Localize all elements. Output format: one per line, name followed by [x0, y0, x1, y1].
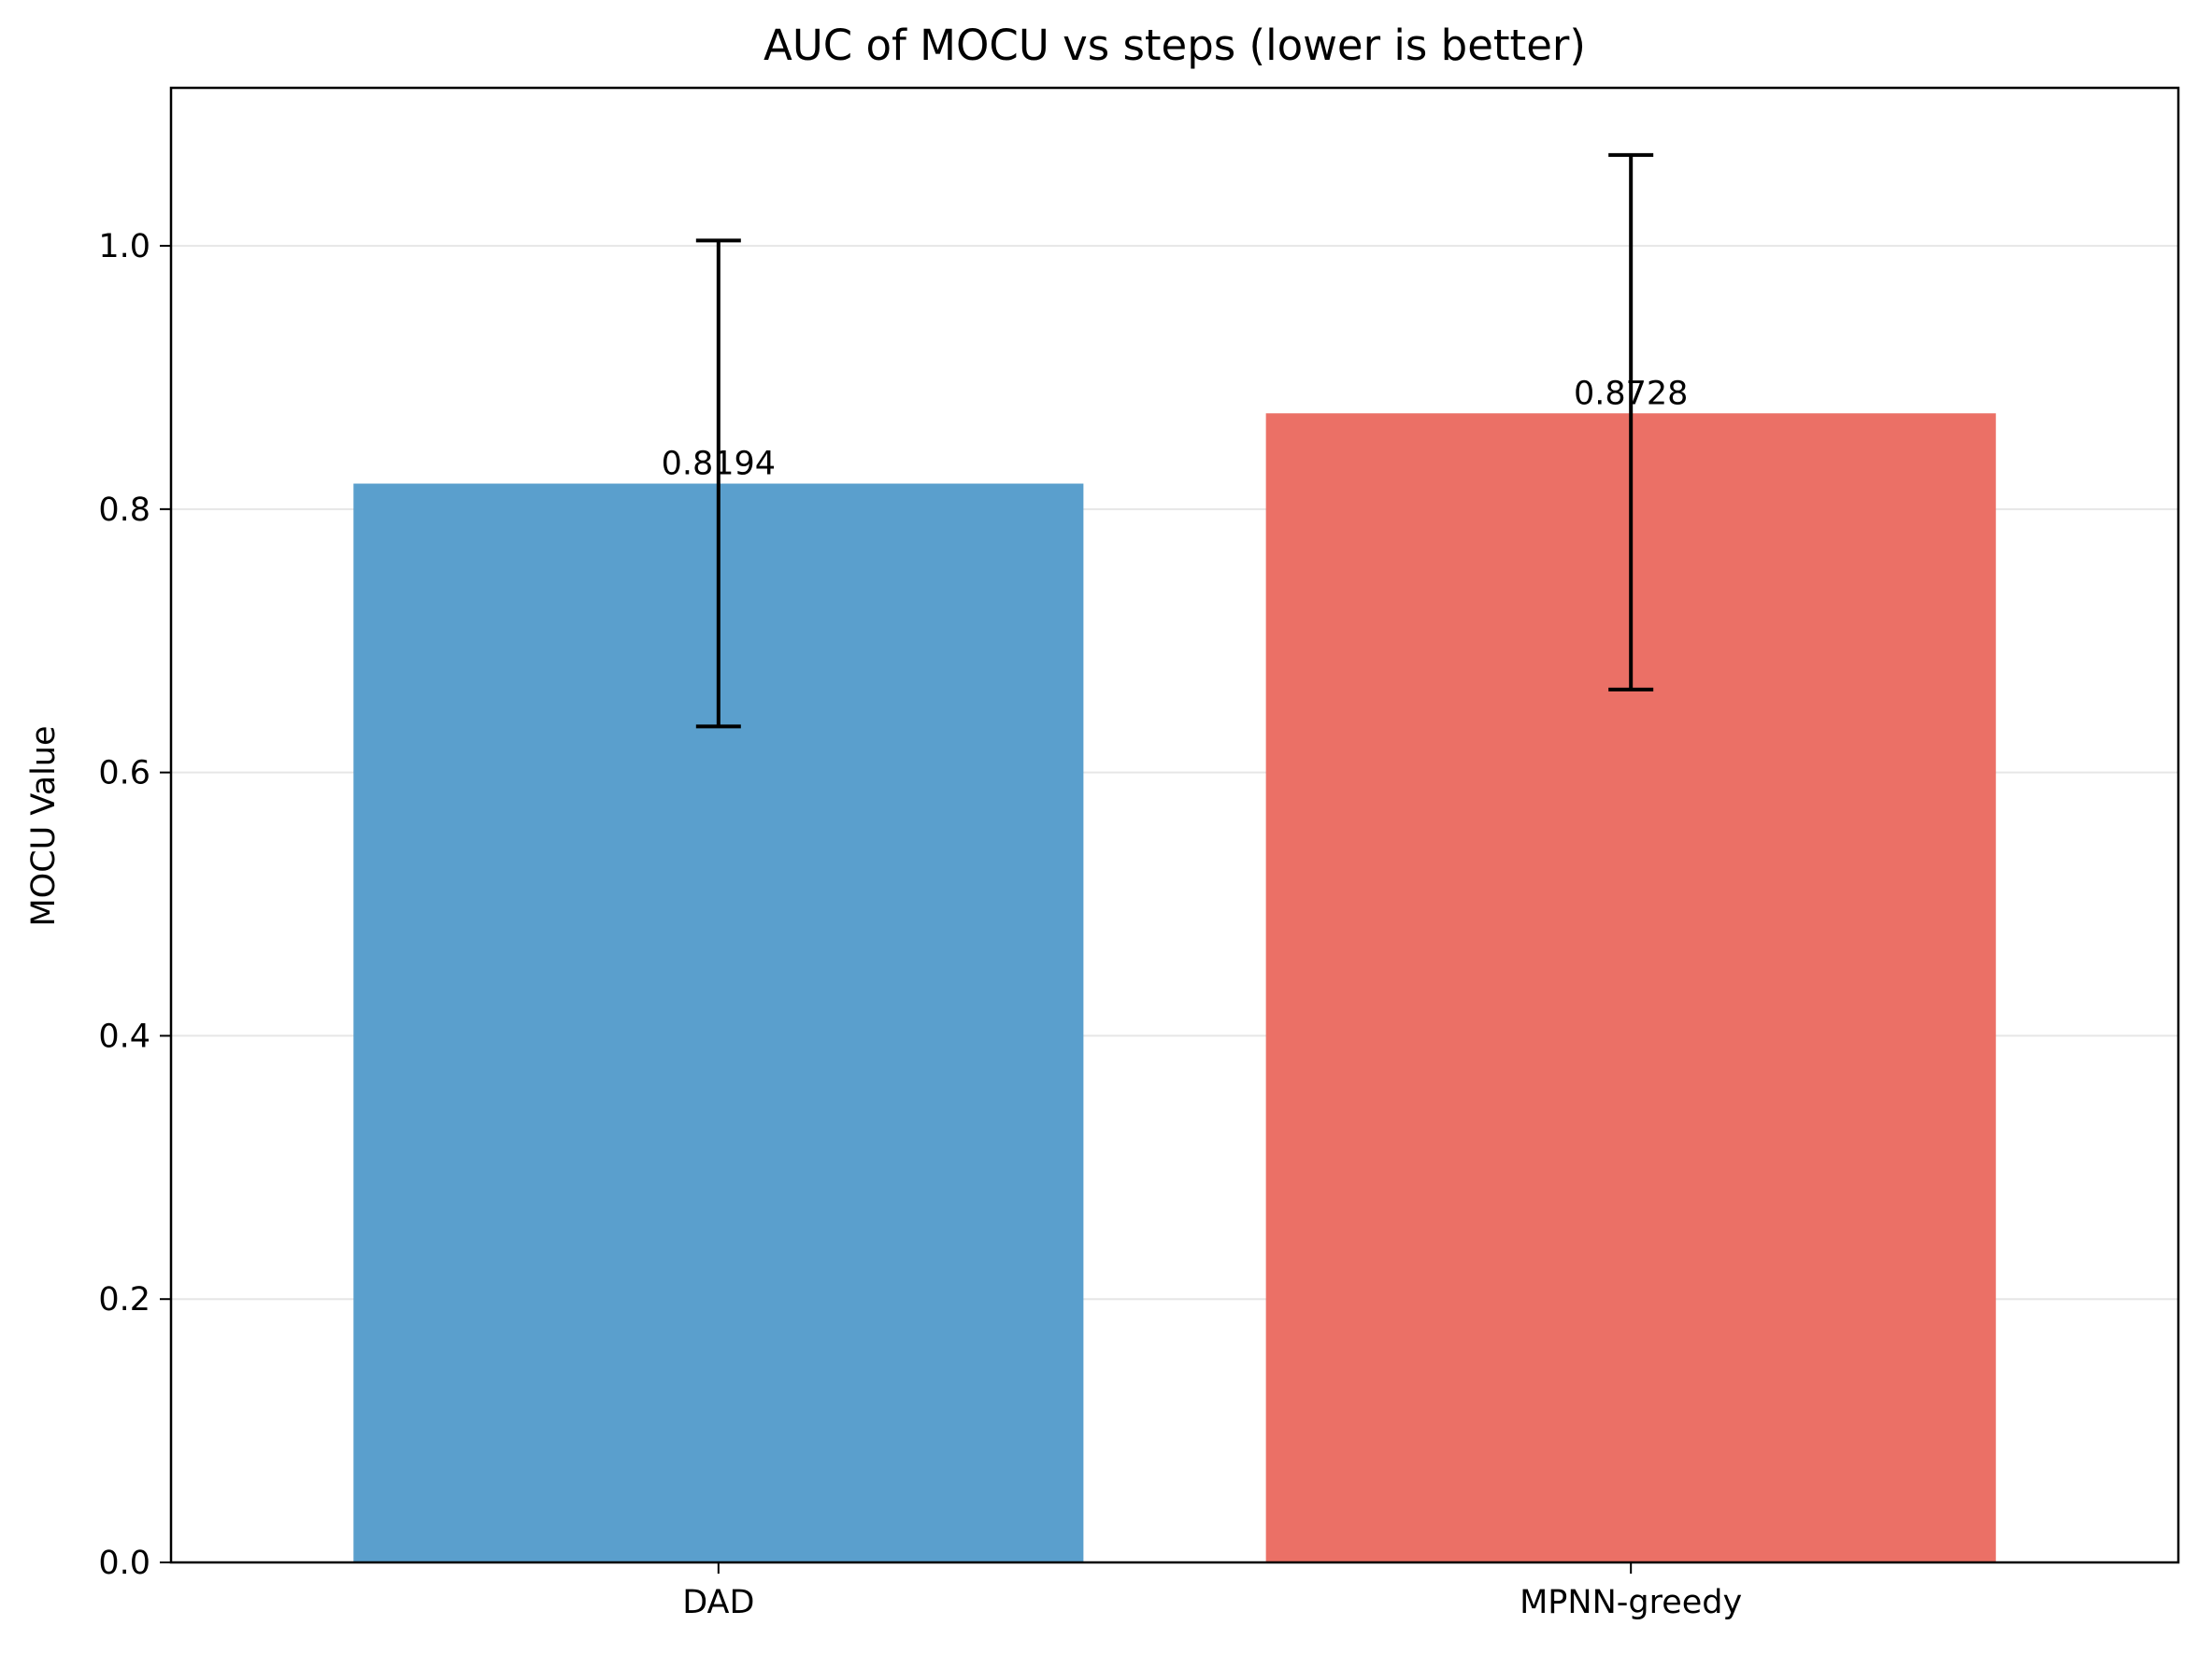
- data-labels: 0.8194 0.8728: [662, 375, 1689, 482]
- y-tick-label: 0.0: [98, 1545, 150, 1582]
- plot-frame: [169, 86, 2180, 1564]
- y-tick-label: 0.6: [98, 755, 150, 792]
- x-tick-label: MPNN-greedy: [1520, 1584, 1742, 1621]
- error-bars: [695, 152, 1654, 729]
- axes: 0.0 0.2 0.4 0.6 0.8 1.0 DAD MPNN-greedy: [98, 228, 1742, 1621]
- y-tick-label: 1.0: [98, 228, 150, 265]
- x-tick-label: DAD: [682, 1584, 754, 1621]
- y-tick-label: 0.8: [98, 492, 150, 529]
- y-axis-label: MOCU Value: [25, 725, 63, 926]
- chart-title: AUC of MOCU vs steps (lower is better): [763, 21, 1586, 70]
- data-label: 0.8194: [662, 446, 776, 483]
- y-tick-label: 0.2: [98, 1281, 150, 1319]
- y-tick-label: 0.4: [98, 1018, 150, 1055]
- data-label: 0.8728: [1574, 375, 1688, 412]
- bars: [353, 413, 1996, 1563]
